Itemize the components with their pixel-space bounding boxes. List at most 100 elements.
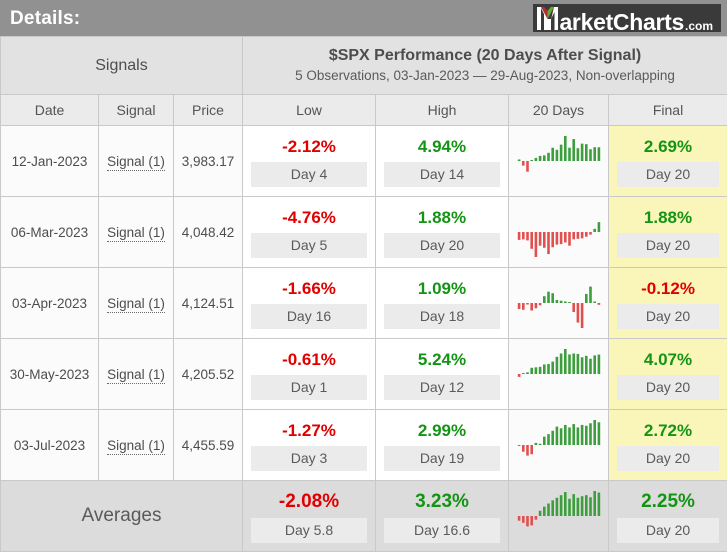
title-bar: Details: arketCharts .com [0, 0, 727, 36]
row-final-pct: 2.69% [643, 137, 693, 156]
row-final-pct: -0.12% [641, 279, 695, 298]
signal-link[interactable]: Signal (1) [107, 153, 165, 171]
row-date: 03-Jul-2023 [0, 409, 99, 481]
row-sparkline-cell [508, 196, 609, 268]
column-header-row: Date Signal Price Low High 20 Days Final [0, 94, 727, 126]
row-date: 30-May-2023 [0, 338, 99, 410]
row-low-pct: -0.61% [282, 350, 336, 369]
signal-link[interactable]: Signal (1) [107, 295, 165, 313]
table-row: 30-May-2023 Signal (1) 4,205.52 -0.61% Day 1… [0, 338, 727, 410]
column-header-price[interactable]: Price [173, 94, 243, 126]
column-header-date[interactable]: Date [0, 94, 99, 126]
row-sparkline-cell [508, 409, 609, 481]
row-final-cell: 2.72% Day 20 [607, 409, 727, 481]
row-final-day: Day 20 [617, 375, 720, 400]
row-signal[interactable]: Signal (1) [98, 409, 174, 481]
row-low-cell: -4.76% Day 5 [242, 196, 376, 268]
row-signal[interactable]: Signal (1) [98, 196, 174, 268]
row-high-cell: 1.88% Day 20 [375, 196, 509, 268]
averages-high-pct: 3.23% [415, 491, 469, 512]
row-signal[interactable]: Signal (1) [98, 125, 174, 197]
column-header-final[interactable]: Final [607, 94, 727, 126]
row-price: 4,455.59 [173, 409, 243, 481]
row-low-cell: -0.61% Day 1 [242, 338, 376, 410]
column-header-20-days[interactable]: 20 Days [508, 94, 609, 126]
column-header-high[interactable]: High [375, 94, 509, 126]
averages-final-pct: 2.25% [641, 491, 695, 512]
averages-high-day: Day 16.6 [384, 518, 500, 543]
row-date: 12-Jan-2023 [0, 125, 99, 197]
row-signal[interactable]: Signal (1) [98, 267, 174, 339]
row-final-day: Day 20 [617, 446, 720, 471]
table-row: 03-Jul-2023 Signal (1) 4,455.59 -1.27% Day 3… [0, 409, 727, 481]
row-high-day: Day 12 [384, 375, 500, 400]
signal-link[interactable]: Signal (1) [107, 366, 165, 384]
table-body: 12-Jan-2023 Signal (1) 3,983.17 -2.12% Day 4… [0, 125, 727, 481]
row-low-cell: -1.66% Day 16 [242, 267, 376, 339]
page-title: Details: [10, 7, 81, 29]
group-header-row: Signals $SPX Performance (20 Days After … [0, 36, 727, 95]
row-sparkline-cell [508, 338, 609, 410]
row-price: 3,983.17 [173, 125, 243, 197]
sparkline-chart [517, 277, 601, 329]
row-price: 4,205.52 [173, 338, 243, 410]
sparkline-chart [517, 348, 601, 400]
sparkline-chart [517, 490, 601, 542]
averages-final-day: Day 20 [617, 518, 720, 543]
row-final-pct: 4.07% [643, 350, 693, 369]
averages-sparkline-cell [508, 480, 609, 552]
row-high-day: Day 18 [384, 304, 500, 329]
row-signal[interactable]: Signal (1) [98, 338, 174, 410]
row-price: 4,048.42 [173, 196, 243, 268]
group-header-performance: $SPX Performance (20 Days After Signal) … [241, 36, 727, 95]
row-sparkline-cell [508, 267, 609, 339]
row-low-cell: -2.12% Day 4 [242, 125, 376, 197]
column-header-low[interactable]: Low [242, 94, 376, 126]
averages-row: Averages -2.08% Day 5.8 3.23% Day 16.6 2… [0, 480, 727, 552]
logo-m-icon [537, 7, 559, 30]
sparkline-chart [517, 135, 601, 187]
table-row: 03-Apr-2023 Signal (1) 4,124.51 -1.66% Day 1… [0, 267, 727, 339]
signals-performance-table: Signals $SPX Performance (20 Days After … [0, 36, 727, 552]
row-low-day: Day 4 [251, 162, 367, 187]
row-low-day: Day 5 [251, 233, 367, 258]
row-low-pct: -1.27% [282, 421, 336, 440]
row-high-pct: 2.99% [417, 421, 467, 440]
row-high-cell: 1.09% Day 18 [375, 267, 509, 339]
row-price: 4,124.51 [173, 267, 243, 339]
row-high-day: Day 20 [384, 233, 500, 258]
row-high-pct: 5.24% [417, 350, 467, 369]
row-high-pct: 1.88% [417, 208, 467, 227]
averages-high-cell: 3.23% Day 16.6 [375, 480, 509, 552]
row-final-day: Day 20 [617, 162, 720, 187]
row-low-pct: -4.76% [282, 208, 336, 227]
row-low-pct: -2.12% [282, 137, 336, 156]
averages-label: Averages [0, 480, 243, 552]
row-low-day: Day 1 [251, 375, 367, 400]
row-final-cell: -0.12% Day 20 [607, 267, 727, 339]
sparkline-chart [517, 419, 601, 471]
averages-low-day: Day 5.8 [251, 518, 367, 543]
signal-link[interactable]: Signal (1) [107, 224, 165, 242]
row-high-pct: 1.09% [417, 279, 467, 298]
performance-title: $SPX Performance (20 Days After Signal) [328, 46, 642, 64]
performance-subtitle: 5 Observations, 03-Jan-2023 — 29-Aug-202… [295, 68, 675, 84]
row-date: 06-Mar-2023 [0, 196, 99, 268]
group-header-signals: Signals [0, 36, 243, 95]
table-row: 06-Mar-2023 Signal (1) 4,048.42 -4.76% Day 5… [0, 196, 727, 268]
row-high-cell: 2.99% Day 19 [375, 409, 509, 481]
row-high-cell: 5.24% Day 12 [375, 338, 509, 410]
averages-low-pct: -2.08% [278, 491, 340, 512]
row-low-day: Day 3 [251, 446, 367, 471]
row-high-day: Day 14 [384, 162, 500, 187]
row-low-pct: -1.66% [282, 279, 336, 298]
row-final-cell: 1.88% Day 20 [607, 196, 727, 268]
logo-tld: .com [684, 19, 713, 33]
row-final-cell: 4.07% Day 20 [607, 338, 727, 410]
sparkline-chart [517, 206, 601, 258]
marketcharts-logo: arketCharts .com [533, 4, 721, 34]
column-header-signal[interactable]: Signal [98, 94, 174, 126]
row-high-pct: 4.94% [417, 137, 467, 156]
signal-link[interactable]: Signal (1) [107, 437, 165, 455]
